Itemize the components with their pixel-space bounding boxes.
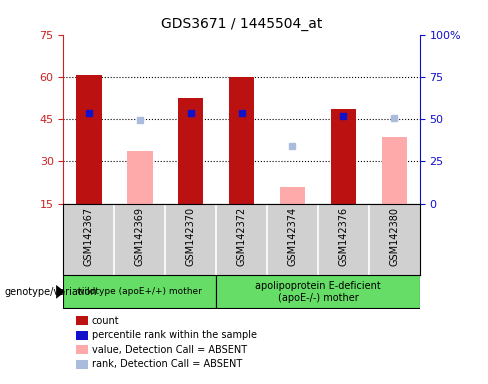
Text: percentile rank within the sample: percentile rank within the sample xyxy=(92,330,257,340)
Text: genotype/variation: genotype/variation xyxy=(5,287,98,297)
Text: GSM142372: GSM142372 xyxy=(237,207,246,266)
Text: GSM142380: GSM142380 xyxy=(389,207,399,266)
Text: GSM142370: GSM142370 xyxy=(185,207,196,266)
Bar xyxy=(127,151,152,204)
Text: GSM142374: GSM142374 xyxy=(287,207,298,266)
Bar xyxy=(280,187,305,204)
Text: value, Detection Call = ABSENT: value, Detection Call = ABSENT xyxy=(92,345,247,355)
Bar xyxy=(178,98,203,204)
Text: apolipoprotein E-deficient
(apoE-/-) mother: apolipoprotein E-deficient (apoE-/-) mot… xyxy=(255,281,381,303)
Text: GSM142376: GSM142376 xyxy=(338,207,348,266)
Bar xyxy=(63,275,216,308)
Polygon shape xyxy=(56,285,65,299)
Bar xyxy=(331,109,356,204)
Bar xyxy=(216,275,420,308)
Text: wildtype (apoE+/+) mother: wildtype (apoE+/+) mother xyxy=(77,287,202,296)
Text: count: count xyxy=(92,316,120,326)
Title: GDS3671 / 1445504_at: GDS3671 / 1445504_at xyxy=(161,17,322,31)
Bar xyxy=(382,137,407,204)
Text: GSM142369: GSM142369 xyxy=(135,207,145,266)
Text: GSM142367: GSM142367 xyxy=(84,207,94,266)
Bar xyxy=(76,75,102,204)
Bar xyxy=(229,77,254,204)
Text: rank, Detection Call = ABSENT: rank, Detection Call = ABSENT xyxy=(92,359,242,369)
